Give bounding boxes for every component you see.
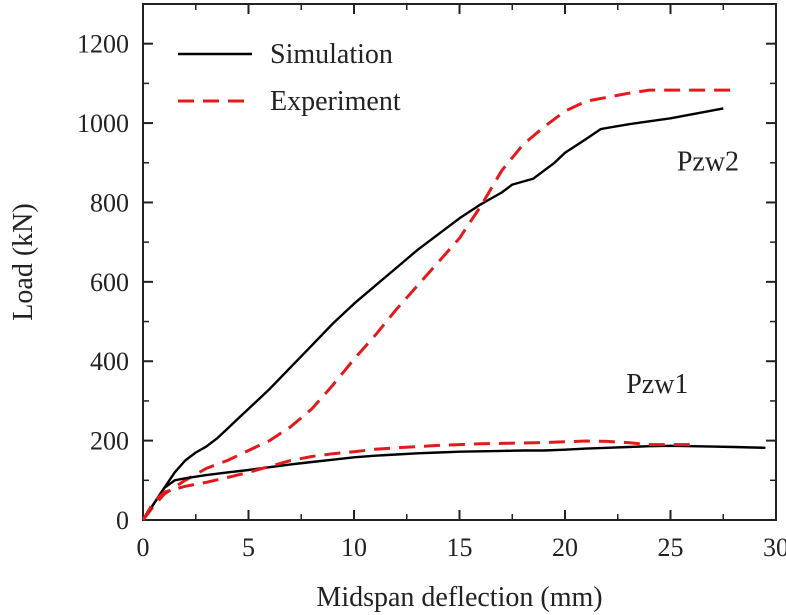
x-tick-label: 20 bbox=[552, 533, 578, 562]
series-simulation-pzw2 bbox=[142, 107, 724, 521]
y-tick-label: 1200 bbox=[77, 30, 129, 59]
annotation-pzw1: Pzw1 bbox=[626, 369, 688, 400]
y-tick-label: 600 bbox=[90, 268, 129, 297]
series-layer bbox=[141, 88, 766, 521]
plot-frame bbox=[142, 3, 777, 521]
series-experiment-pzw1 bbox=[141, 439, 692, 521]
x-tick-label: 30 bbox=[763, 533, 786, 562]
x-tick-label: 5 bbox=[242, 533, 255, 562]
y-tick-label: 0 bbox=[116, 506, 129, 535]
x-tick-label: 15 bbox=[447, 533, 473, 562]
y-tick-label: 200 bbox=[90, 427, 129, 456]
y-tick-label: 1000 bbox=[77, 109, 129, 138]
labels-layer: 0 5 10 15 20 25 30 0 200 400 600 800 1000 1200 bbox=[77, 30, 786, 562]
legend-label-simulation: Simulation bbox=[270, 39, 393, 70]
x-tick-label: 0 bbox=[137, 533, 150, 562]
axes-layer bbox=[142, 3, 777, 521]
y-axis-title: Load (kN) bbox=[8, 203, 39, 320]
legend-label-experiment: Experiment bbox=[270, 86, 401, 117]
series-experiment-pzw2 bbox=[141, 88, 734, 521]
x-tick-label: 25 bbox=[658, 533, 684, 562]
series-simulation-pzw1 bbox=[142, 444, 766, 521]
y-tick-label: 400 bbox=[90, 347, 129, 376]
annotation-pzw2: Pzw2 bbox=[677, 147, 739, 178]
x-tick-label: 10 bbox=[341, 533, 367, 562]
y-tick-label: 800 bbox=[90, 188, 129, 217]
x-axis-title: Midspan deflection (mm) bbox=[316, 582, 602, 613]
legend: Simulation Experiment bbox=[178, 39, 401, 117]
